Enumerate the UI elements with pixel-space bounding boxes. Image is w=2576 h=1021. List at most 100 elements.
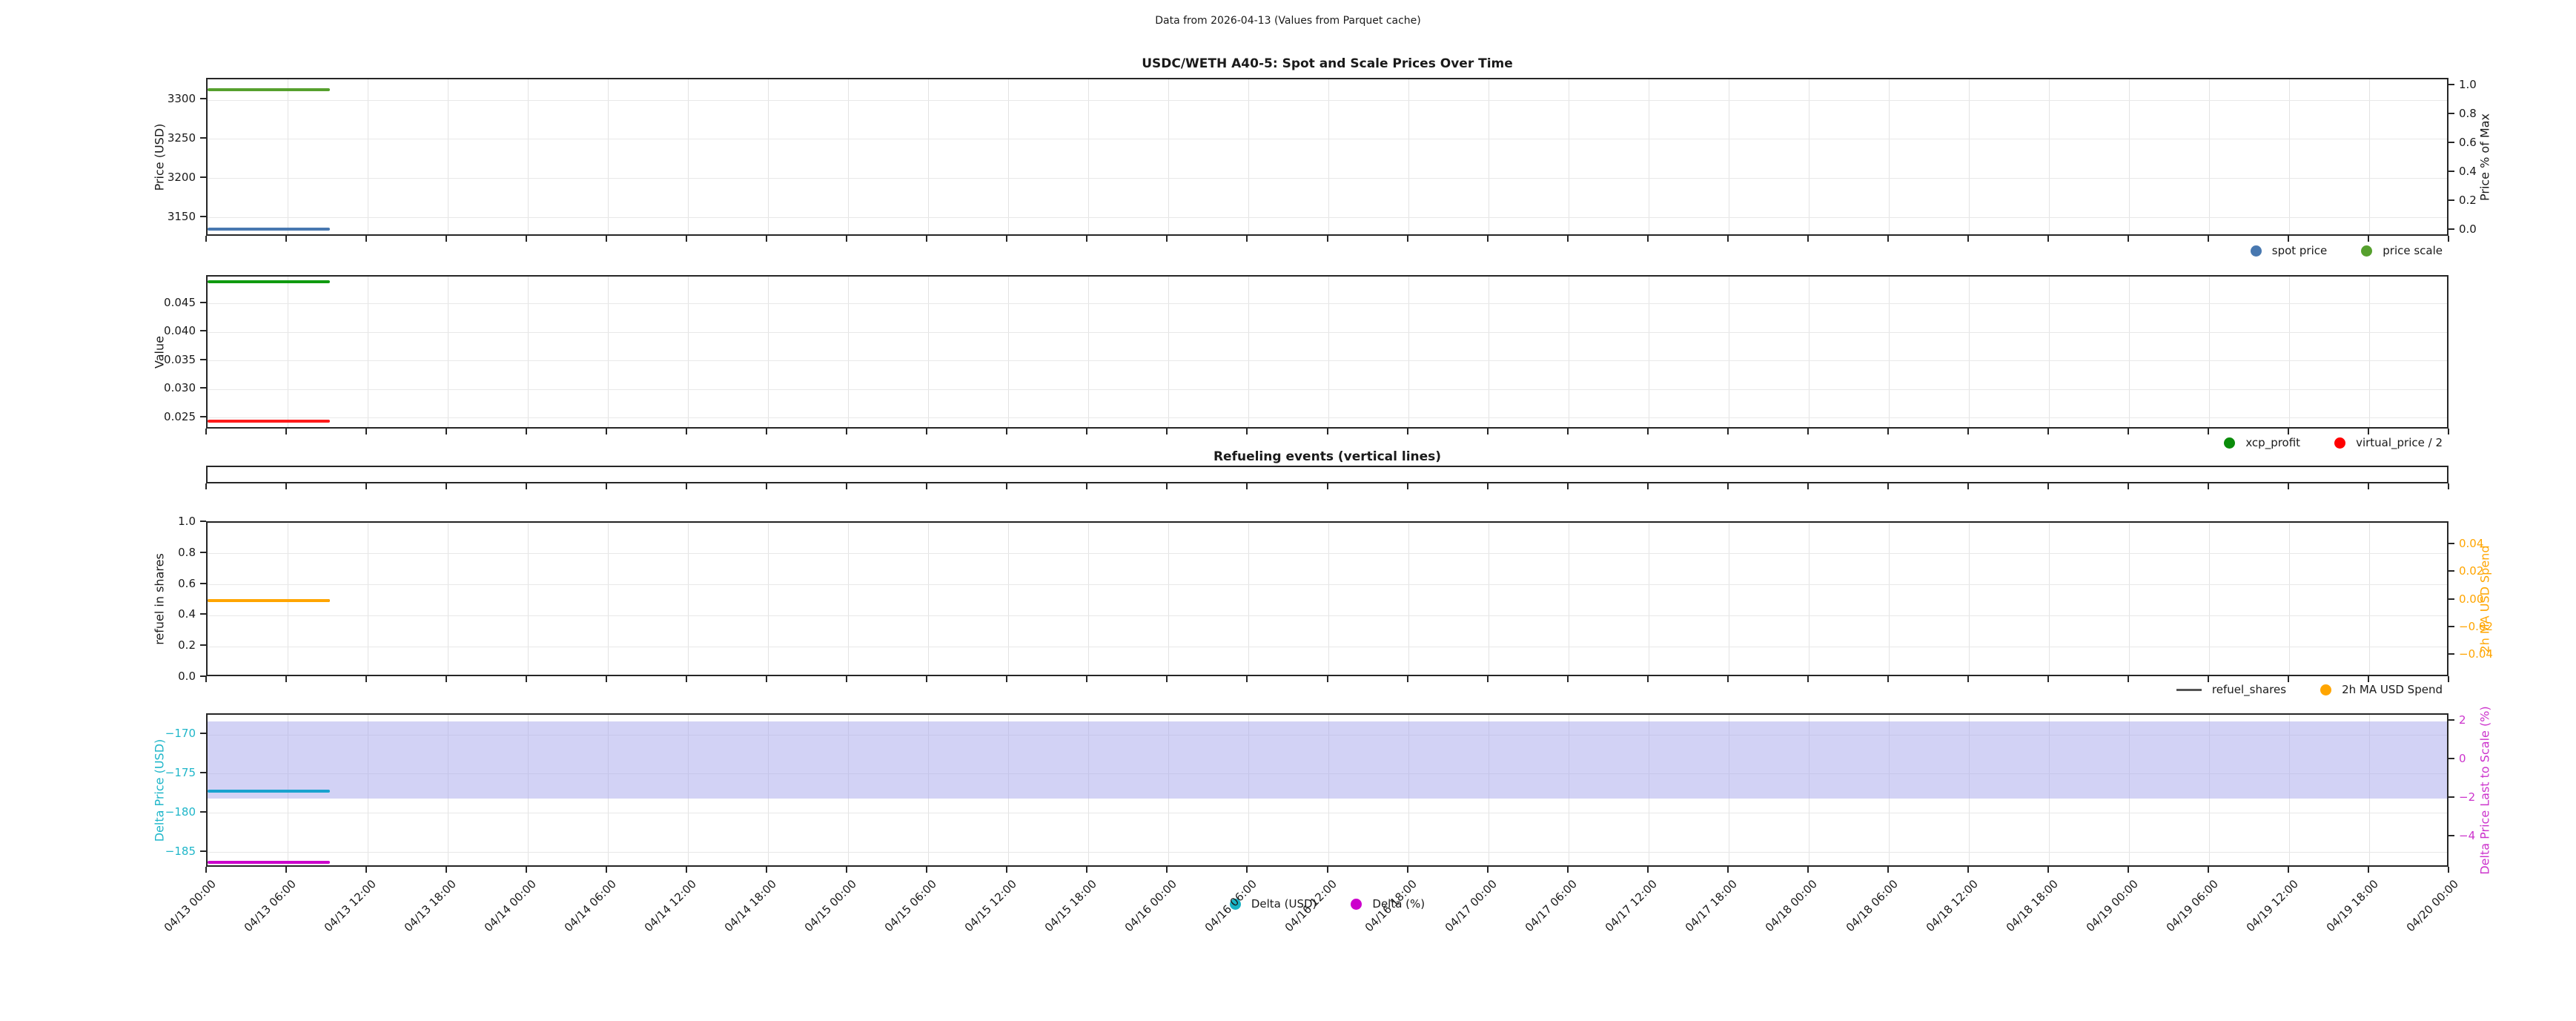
tick-mark [1726, 867, 1729, 873]
tick-mark [1807, 429, 1809, 434]
tick-mark [766, 236, 768, 242]
legend-item-delta-usd: Delta (USD) [1229, 897, 1317, 911]
tick-mark [446, 429, 448, 434]
grid-line-horizontal [208, 178, 2447, 179]
tick-mark [200, 387, 206, 389]
axis-label-right-price-of-max: Price % of Max [2477, 113, 2492, 201]
grid-line-horizontal [208, 99, 2447, 101]
tick-mark [2047, 429, 2049, 434]
tick-mark [2207, 676, 2209, 682]
grid-line-vertical [767, 277, 769, 427]
grid-line-horizontal [208, 417, 2447, 419]
tick-mark [2127, 483, 2129, 489]
y-tick-label: 0.2 [2459, 193, 2477, 207]
tick-mark [1246, 867, 1248, 873]
tick-mark [1967, 867, 1969, 873]
tick-mark [1406, 867, 1408, 873]
tick-mark [2448, 758, 2454, 760]
tick-mark [1246, 429, 1248, 434]
y-tick-label: 0.00 [2459, 592, 2484, 606]
tick-mark [2287, 429, 2289, 434]
legend-item-xcp-profit: xcp_profit [2224, 436, 2300, 449]
grid-line-vertical [527, 79, 529, 234]
series-xcp-profit [208, 280, 330, 283]
grid-line-horizontal [208, 217, 2447, 219]
tick-mark [1887, 429, 1889, 434]
tick-mark [200, 810, 206, 813]
y-tick-label: 3150 [167, 209, 196, 223]
axis-label-left-delta-price-usd: Delta Price (USD) [152, 739, 167, 842]
grid-line-vertical [2289, 277, 2291, 427]
tick-mark [606, 483, 608, 489]
axis-label-left-value: Value [152, 335, 167, 369]
grid-line-vertical [847, 523, 849, 675]
tick-mark [2448, 84, 2454, 86]
grid-line-horizontal [208, 553, 2447, 555]
grid-line-vertical [1889, 523, 1890, 675]
grid-line-vertical [1889, 277, 1890, 427]
chart-refueling-events [206, 466, 2448, 483]
grid-line-horizontal [208, 615, 2447, 616]
y-tick-label: −0.04 [2459, 647, 2493, 661]
grid-line-vertical [1969, 523, 1970, 675]
tick-mark [2287, 867, 2289, 873]
tick-mark [365, 429, 368, 434]
y-tick-label: 0.4 [2459, 164, 2477, 178]
grid-line-vertical [767, 79, 769, 234]
tick-mark [446, 867, 448, 873]
legend-marker-line [2176, 688, 2202, 691]
chart-profit-metrics [206, 275, 2448, 429]
tick-mark [200, 215, 206, 217]
legend-marker-dot [2224, 437, 2236, 449]
tick-mark [1887, 236, 1889, 242]
grid-line-vertical [2049, 277, 2050, 427]
legend-item-virtual-price-2: virtual_price / 2 [2334, 436, 2443, 449]
y-tick-label: 0.8 [2459, 107, 2477, 121]
tick-mark [2448, 796, 2454, 799]
tick-mark [1726, 676, 1729, 682]
tick-mark [1326, 483, 1328, 489]
tick-mark [1486, 867, 1489, 873]
grid-line-vertical [847, 79, 849, 234]
tick-mark [200, 521, 206, 522]
chart-spot-scale-prices [206, 78, 2448, 236]
tick-mark [200, 330, 206, 332]
grid-line-vertical [1809, 523, 1810, 675]
grid-line-vertical [607, 523, 609, 675]
tick-mark [2367, 236, 2369, 242]
y-tick-label: 0.2 [178, 638, 196, 652]
tick-mark [200, 98, 206, 99]
grid-line-vertical [607, 79, 609, 234]
grid-line-vertical [927, 523, 929, 675]
tick-mark [846, 236, 848, 242]
tick-mark [1807, 483, 1809, 489]
tick-mark [200, 301, 206, 303]
tick-mark [1967, 236, 1969, 242]
legend-marker-dot [1229, 898, 1241, 910]
tick-mark [2448, 429, 2449, 434]
tick-mark [365, 483, 368, 489]
figure-suptitle: Data from 2026-04-13 (Values from Parque… [1155, 15, 1421, 27]
tick-mark [606, 236, 608, 242]
tick-mark [1006, 483, 1008, 489]
band-plus-minus-2pct-band [208, 721, 2447, 799]
tick-mark [200, 613, 206, 615]
tick-mark [2047, 676, 2049, 682]
chart-refuel-shares [206, 521, 2448, 676]
tick-mark [1246, 676, 1248, 682]
tick-mark [1246, 483, 1248, 489]
y-tick-label: 0.02 [2459, 564, 2484, 578]
tick-mark [1166, 236, 1168, 242]
legend-label: xcp_profit [2245, 436, 2301, 449]
y-tick-label: 0.035 [164, 352, 196, 366]
tick-mark [1566, 483, 1569, 489]
grid-line-vertical [1809, 79, 1810, 234]
grid-line-vertical [2369, 277, 2371, 427]
tick-mark [2448, 113, 2454, 115]
grid-line-vertical [2209, 523, 2211, 675]
tick-mark [365, 676, 368, 682]
tick-mark [2127, 867, 2129, 873]
tick-mark [200, 551, 206, 553]
legend-marker-dot [2334, 437, 2346, 449]
